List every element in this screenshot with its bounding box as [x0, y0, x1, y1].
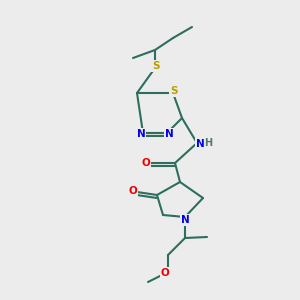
Text: S: S [170, 86, 178, 96]
Text: N: N [136, 129, 146, 139]
Text: O: O [129, 186, 137, 196]
Text: N: N [181, 215, 189, 225]
Text: H: H [204, 138, 212, 148]
Text: N: N [165, 129, 173, 139]
Text: O: O [160, 268, 169, 278]
Text: O: O [142, 158, 150, 168]
Text: N: N [196, 139, 204, 149]
Text: S: S [152, 61, 160, 71]
